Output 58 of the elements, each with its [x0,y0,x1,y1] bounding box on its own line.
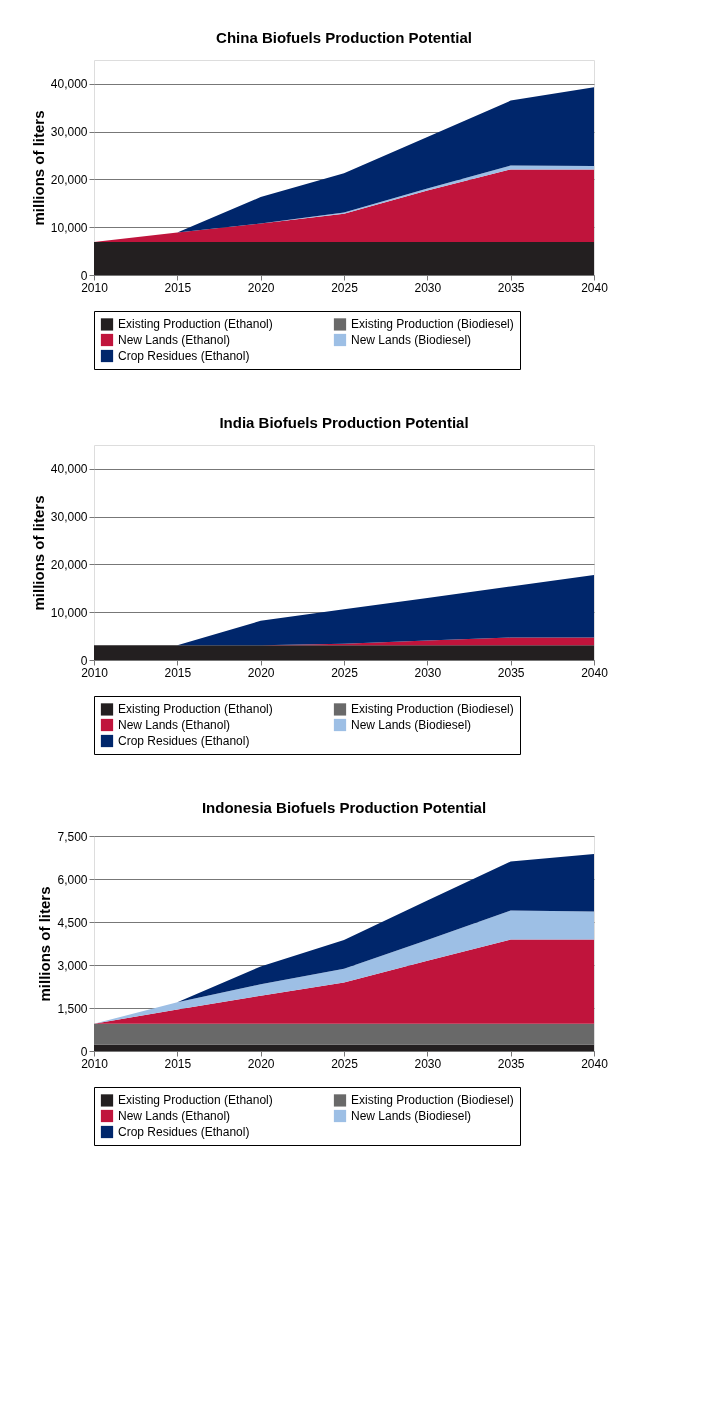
chart-title: Indonesia Biofuels Production Potential [201,799,487,816]
y-tick-label: 0 [80,268,88,283]
legend-label: Crop Residues (Ethanol) [118,1125,250,1139]
legend-label: Existing Production (Ethanol) [118,702,273,717]
x-tick-label: 2035 [497,1056,525,1071]
x-tick-label: 2030 [414,665,442,680]
y-tick-label: 4,500 [57,915,88,930]
legend-label: Crop Residues (Ethanol) [118,734,250,748]
x-tick-label: 2010 [81,280,109,295]
y-tick-label: 3,000 [57,958,88,973]
legend-label: New Lands (Ethanol) [118,1109,231,1123]
y-tick-label: 0 [80,653,88,668]
chart-title: China Biofuels Production Potential [216,29,472,46]
x-tick-label: 2025 [331,665,359,680]
y-tick-label: 20,000 [50,557,88,572]
y-axis-title: millions of liters [29,495,47,611]
x-tick-label: 2010 [81,665,109,680]
x-tick-label: 2015 [164,665,192,680]
x-tick-label: 2010 [81,1056,109,1071]
y-axis-title: millions of liters [29,110,47,226]
x-tick-label: 2040 [581,280,609,295]
legend-label: New Lands (Biodiesel) [351,333,472,347]
legend-label: New Lands (Ethanol) [118,333,231,347]
legend-label: Crop Residues (Ethanol) [118,349,250,363]
y-tick-label: 30,000 [50,510,88,525]
y-tick-label: 0 [80,1044,88,1059]
y-tick-label: 20,000 [50,172,88,187]
x-tick-label: 2040 [581,1056,609,1071]
x-tick-label: 2040 [581,665,609,680]
x-tick-label: 2015 [164,1056,192,1071]
x-tick-label: 2030 [414,280,442,295]
x-tick-label: 2020 [247,280,275,295]
x-tick-label: 2035 [497,280,525,295]
legend-label: New Lands (Biodiesel) [351,718,472,732]
legend-label: Existing Production (Ethanol) [118,1093,273,1108]
legend-label: New Lands (Biodiesel) [351,1109,472,1123]
x-tick-label: 2025 [331,1056,359,1071]
x-tick-label: 2030 [414,1056,442,1071]
x-tick-label: 2020 [247,665,275,680]
legend-label: New Lands (Ethanol) [118,718,231,732]
chart-title: India Biofuels Production Potential [219,414,469,431]
legend-label: Existing Production (Biodiesel) [351,1093,514,1108]
y-tick-label: 6,000 [57,872,88,887]
y-axis-title: millions of liters [36,886,54,1002]
y-tick-label: 40,000 [50,77,88,92]
x-tick-label: 2020 [247,1056,275,1071]
legend-label: Existing Production (Biodiesel) [351,702,514,717]
legend-label: Existing Production (Ethanol) [118,317,273,332]
x-tick-label: 2025 [331,280,359,295]
x-tick-label: 2035 [497,665,525,680]
legend-label: Existing Production (Biodiesel) [351,317,514,332]
y-tick-label: 7,500 [57,829,88,844]
x-tick-label: 2015 [164,280,192,295]
y-tick-label: 10,000 [50,605,88,620]
y-tick-label: 1,500 [57,1001,88,1016]
y-tick-label: 10,000 [50,220,88,235]
y-tick-label: 40,000 [50,462,88,477]
y-tick-label: 30,000 [50,125,88,140]
